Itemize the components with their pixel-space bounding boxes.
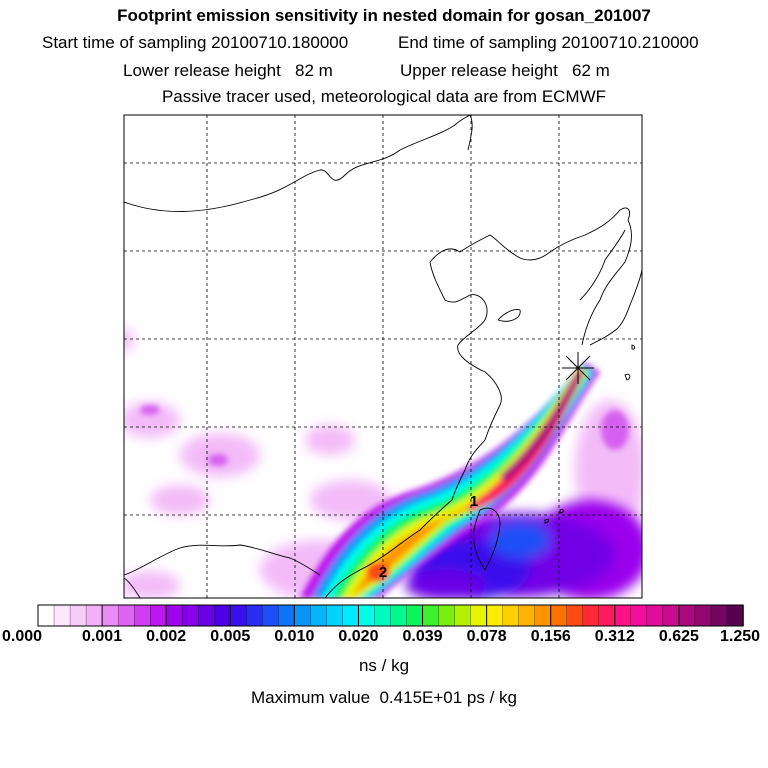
colorbar-cell	[117, 604, 135, 627]
receptor-marker	[562, 352, 594, 384]
sensitivity-field	[124, 328, 642, 598]
lower-release-label: Lower release height 82 m	[123, 61, 333, 80]
colorbar-cell	[678, 604, 696, 627]
colorbar-cell	[406, 604, 424, 627]
colorbar-cell	[374, 604, 392, 627]
colorbar-cell	[262, 604, 280, 627]
colorbar-cell	[646, 604, 664, 627]
colorbar-cell	[182, 604, 199, 627]
colorbar-cell	[534, 604, 552, 627]
start-time-label: Start time of sampling 20100710.180000	[42, 33, 349, 52]
colorbar-tick-label: 0.312	[594, 628, 635, 645]
colorbar-cell	[358, 604, 376, 627]
tracer-info: Passive tracer used, meteorological data…	[161, 87, 607, 106]
maximum-value-label: Maximum value 0.415E+01 ps / kg	[251, 688, 517, 707]
colorbar-cell	[37, 604, 55, 627]
colorbar-cell	[518, 604, 536, 627]
colorbar-cell	[390, 604, 408, 627]
colorbar-cells	[37, 604, 744, 627]
colorbar-tick-label: 0.039	[402, 628, 443, 645]
trajectory-marker-2: 2	[379, 564, 387, 581]
colorbar-cell	[69, 604, 87, 627]
colorbar-cell	[438, 604, 456, 627]
colorbar-cell	[454, 604, 472, 627]
colorbar-cell	[326, 604, 344, 627]
colorbar-cell	[694, 604, 712, 627]
colorbar-cell	[502, 604, 520, 627]
colorbar-tick-label: 0.001	[82, 628, 123, 645]
upper-release-label: Upper release height 62 m	[400, 61, 610, 80]
colorbar-cell	[133, 604, 151, 627]
colorbar-tick-label: 0.078	[466, 628, 507, 645]
colorbar-cell	[53, 604, 71, 627]
plot-title: Footprint emission sensitivity in nested…	[117, 6, 651, 25]
colorbar-cell	[486, 604, 504, 627]
colorbar-cell	[422, 604, 440, 627]
map-frame	[123, 114, 643, 599]
colorbar-cell	[230, 604, 248, 627]
end-time-label: End time of sampling 20100710.210000	[398, 33, 699, 52]
colorbar-tick-label: 0.000	[1, 628, 43, 645]
colorbar-tick-label: 0.005	[210, 628, 251, 645]
colorbar-cell	[470, 604, 488, 627]
colorbar-tick-label: 0.002	[146, 628, 187, 645]
colorbar-tick-label: 0.010	[274, 628, 315, 645]
colorbar-cell	[662, 604, 680, 627]
colorbar	[37, 604, 744, 627]
graticule	[124, 115, 642, 598]
colorbar-cell	[198, 604, 215, 627]
colorbar-tick-label: 0.625	[658, 628, 699, 645]
colorbar-cell	[294, 604, 312, 627]
colorbar-cell	[550, 604, 568, 627]
colorbar-cell	[166, 604, 183, 627]
colorbar-cell	[150, 604, 167, 627]
colorbar-tick-label: 0.156	[530, 628, 571, 645]
colorbar-cell	[630, 604, 648, 627]
colorbar-cell	[566, 604, 584, 627]
colorbar-cell	[85, 604, 103, 627]
units-label: ns / kg	[358, 656, 410, 675]
footprint-map: 1 2	[123, 114, 643, 599]
colorbar-cell	[246, 604, 264, 627]
colorbar-cell	[614, 604, 632, 627]
colorbar-cell	[101, 604, 119, 627]
colorbar-cell	[214, 604, 232, 627]
colorbar-tick-label: 1.250	[719, 628, 761, 645]
colorbar-cell	[582, 604, 600, 627]
colorbar-cell	[342, 604, 360, 627]
colorbar-cell	[310, 604, 328, 627]
colorbar-cell	[710, 604, 728, 627]
colorbar-cell	[726, 604, 744, 627]
colorbar-tick-label: 0.020	[338, 628, 379, 645]
colorbar-cell	[278, 604, 296, 627]
coastlines	[124, 115, 642, 598]
colorbar-frame	[37, 604, 744, 627]
colorbar-cell	[598, 604, 616, 627]
trajectory-marker-1: 1	[470, 493, 478, 510]
